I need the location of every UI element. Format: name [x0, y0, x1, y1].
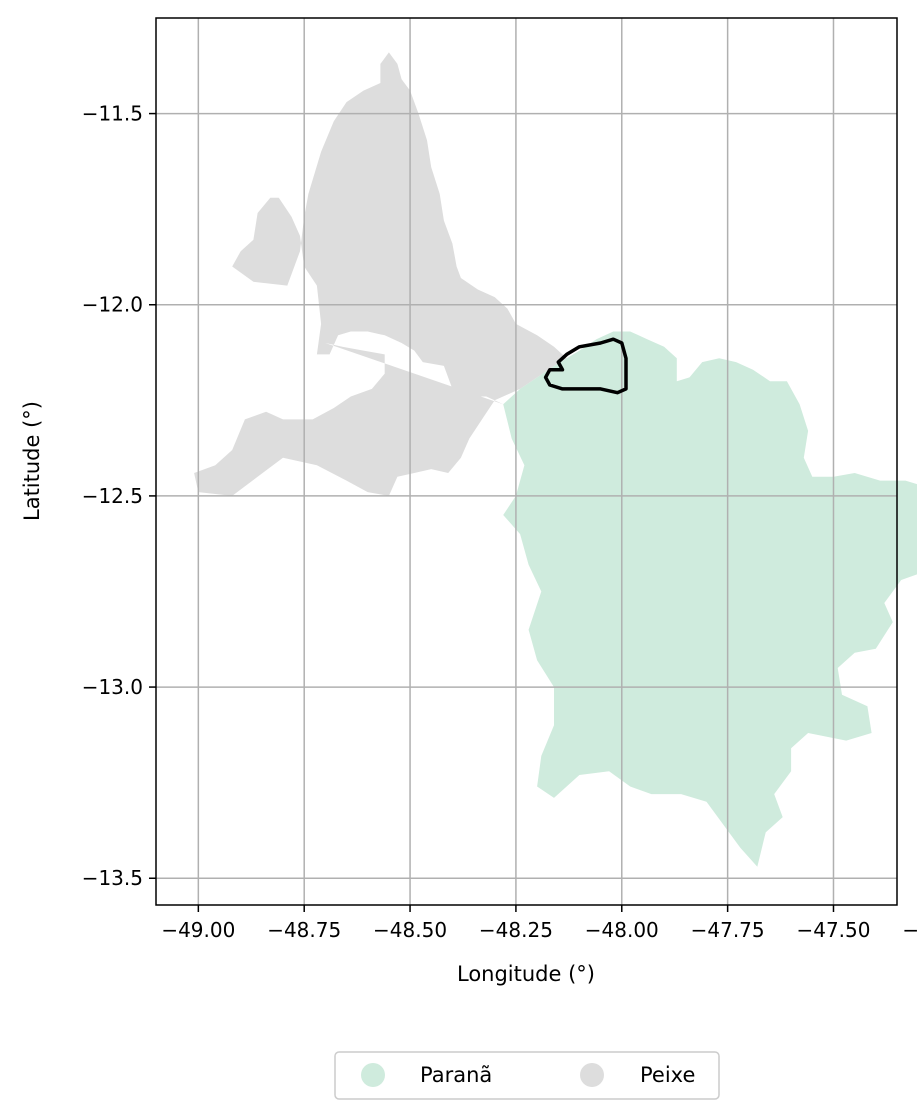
x-tick-label: −48.25 — [479, 918, 553, 942]
region-parana — [503, 331, 917, 867]
x-tick-label: −48.50 — [373, 918, 447, 942]
y-tick-label: −13.5 — [82, 866, 143, 890]
region-peixe — [194, 52, 567, 496]
legend-label-peixe: Peixe — [640, 1063, 695, 1087]
y-tick-label: −11.5 — [82, 102, 143, 126]
legend-swatch-parana — [361, 1063, 385, 1087]
x-tick-label: −48.00 — [585, 918, 659, 942]
x-tick-label: −48.75 — [267, 918, 341, 942]
basin-regions — [194, 52, 917, 867]
y-axis-label: Latitude (°) — [20, 401, 44, 521]
x-tick-label: −47.50 — [796, 918, 870, 942]
grid-lines — [156, 18, 897, 905]
study-area-outline — [543, 337, 628, 395]
y-tick-label: −12.5 — [82, 484, 143, 508]
x-axis-label: Longitude (°) — [457, 962, 595, 986]
legend-label-parana: Paranã — [420, 1063, 492, 1087]
x-tick-label: −47.25 — [902, 918, 917, 942]
plot-frame — [155, 17, 898, 906]
x-axis: −49.00 −48.75 −48.50 −48.25 −48.00 −47.75 −47.… — [161, 905, 917, 942]
y-tick-label: −13.0 — [82, 675, 143, 699]
y-axis: −11.5 −12.0 −12.5 −13.0 −13.5 — [82, 102, 156, 890]
legend-frame — [334, 1051, 720, 1100]
legend-swatch-peixe — [580, 1063, 604, 1087]
x-tick-label: −49.00 — [161, 918, 235, 942]
legend: Paranã Peixe — [334, 1051, 720, 1100]
x-tick-label: −47.75 — [691, 918, 765, 942]
y-tick-label: −12.0 — [82, 293, 143, 317]
